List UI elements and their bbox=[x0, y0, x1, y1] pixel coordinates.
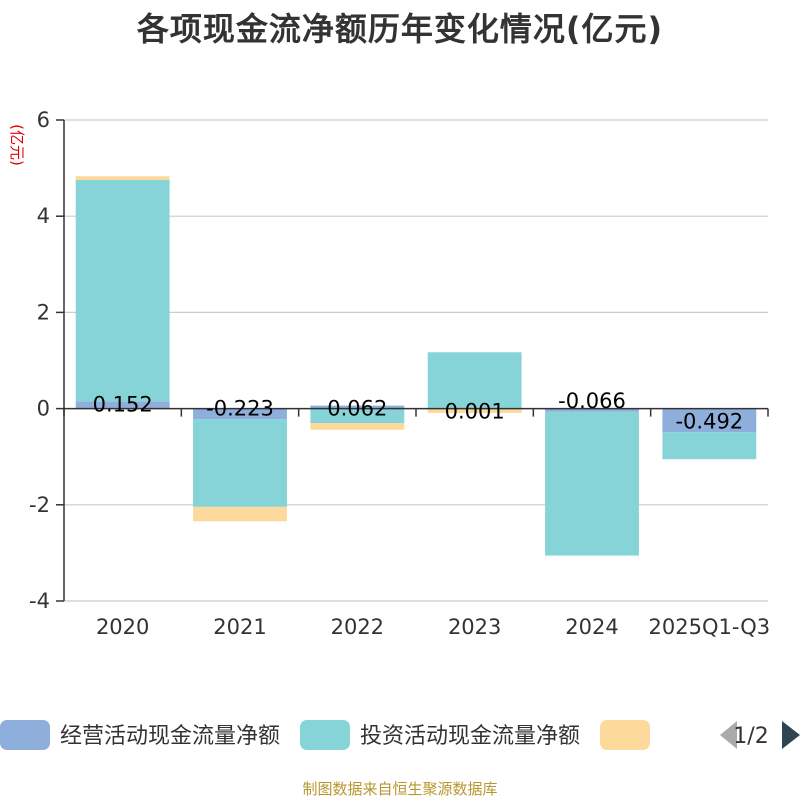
bars bbox=[75, 176, 757, 556]
bar-segment bbox=[193, 419, 287, 507]
bar-segment bbox=[662, 432, 757, 460]
legend-swatch[interactable] bbox=[300, 720, 350, 750]
source-note: 制图数据来自恒生聚源数据库 bbox=[302, 780, 498, 798]
x-tick-label: 2024 bbox=[565, 615, 618, 639]
y-tick-label: 2 bbox=[37, 300, 50, 324]
data-label: -0.492 bbox=[675, 409, 743, 433]
axes: -4 -2 0 2 4 6 (亿元) 2020 2021 2022 2023 2024 2025Q1-Q… bbox=[8, 108, 770, 639]
x-tick-label: 2020 bbox=[96, 615, 149, 639]
data-label: 0.062 bbox=[327, 397, 387, 421]
legend-page-indicator: 1/2 bbox=[733, 724, 768, 749]
bar-segment bbox=[545, 411, 639, 556]
legend-label[interactable]: 投资活动现金流量净额 bbox=[360, 724, 580, 749]
data-label: 0.152 bbox=[93, 392, 153, 416]
bar-segment bbox=[427, 408, 522, 413]
grid-lines bbox=[64, 119, 768, 602]
bar-segment bbox=[193, 506, 287, 522]
y-tick-label: -4 bbox=[29, 589, 50, 613]
x-tick-label: 2022 bbox=[331, 615, 384, 639]
y-tick-label: 4 bbox=[37, 204, 50, 228]
y-tick-label: -2 bbox=[29, 493, 50, 517]
legend: 经营活动现金流量净额 投资活动现金流量净额 1/2 bbox=[0, 720, 800, 750]
bar-segment bbox=[310, 423, 405, 430]
bar-segment bbox=[75, 401, 170, 409]
y-tick-label: 6 bbox=[37, 108, 50, 132]
legend-next-icon[interactable] bbox=[782, 721, 800, 749]
legend-swatch[interactable] bbox=[600, 720, 650, 750]
bar-segment bbox=[427, 352, 522, 409]
data-label: -0.066 bbox=[558, 389, 626, 413]
x-tick-label: 2023 bbox=[448, 615, 501, 639]
legend-swatch[interactable] bbox=[0, 720, 50, 750]
bar-segment bbox=[310, 408, 405, 424]
bar-segment bbox=[545, 408, 639, 412]
bar-segment bbox=[310, 405, 405, 409]
data-label: 0.001 bbox=[445, 400, 505, 424]
bar-segment bbox=[75, 180, 170, 402]
y-axis-label: (亿元) bbox=[8, 124, 26, 166]
y-tick-label: 0 bbox=[37, 397, 50, 421]
bar-segment bbox=[662, 408, 757, 433]
x-tick-label: 2021 bbox=[213, 615, 266, 639]
chart-title: 各项现金流净额历年变化情况(亿元) bbox=[136, 10, 664, 48]
legend-label[interactable]: 经营活动现金流量净额 bbox=[60, 724, 280, 749]
x-tick-label: 2025Q1-Q3 bbox=[649, 615, 771, 639]
legend-prev-icon[interactable] bbox=[720, 721, 737, 749]
data-labels: 0.152 -0.223 0.062 0.001 -0.066 -0.492 bbox=[93, 389, 744, 433]
bar-segment bbox=[193, 408, 287, 420]
data-label: -0.223 bbox=[206, 396, 274, 420]
bar-segment bbox=[75, 176, 170, 181]
